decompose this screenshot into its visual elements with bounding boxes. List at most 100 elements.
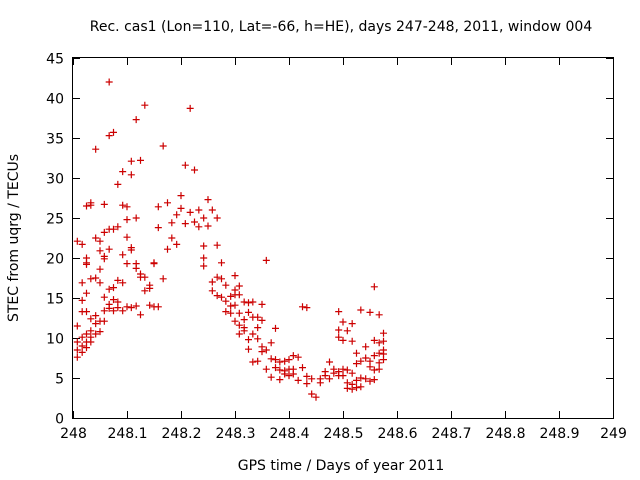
data-point [213,214,221,222]
data-point [289,352,297,360]
data-point [164,245,171,253]
data-point [132,302,140,310]
data-point [92,234,100,242]
data-point [353,384,360,392]
data-point [150,260,158,268]
data-point [276,366,284,374]
data-point [240,298,248,306]
data-point [137,156,144,164]
data-point [200,254,208,262]
plot-frame [72,57,614,419]
data-point [195,223,203,231]
data-point [308,390,316,398]
data-point [326,375,333,383]
data-point [141,101,149,109]
data-point [200,242,208,250]
data-point [218,275,225,283]
x-tick-label: 248.4 [269,426,309,442]
data-point [191,166,198,174]
data-point [254,335,262,343]
data-point [73,346,81,354]
x-tick-label: 249 [600,426,627,442]
y-tick-label: 20 [46,252,64,268]
data-point [127,304,135,312]
data-point [303,304,311,312]
data-point [154,203,162,211]
y-tick-label: 0 [55,412,64,428]
data-point [380,356,387,364]
data-point [123,260,131,268]
data-point [177,204,185,212]
data-point [200,214,208,222]
data-point [231,301,239,309]
data-point [262,346,270,354]
data-point [119,201,127,209]
data-point [100,255,108,263]
data-point [366,308,374,316]
data-point [285,372,293,380]
data-point [159,275,167,283]
data-point [110,307,117,315]
data-point [240,316,248,324]
data-point [159,142,167,150]
data-point [213,292,221,300]
data-point [92,330,100,338]
data-point [78,279,86,287]
y-tick-label: 40 [46,92,64,108]
x-tick-label: 248.5 [323,426,363,442]
data-point [87,338,95,346]
y-tick-label: 25 [46,212,64,228]
data-point [181,161,189,169]
data-point [357,383,365,391]
chart-title: Rec. cas1 (Lon=110, Lat=-66, h=HE), days… [90,19,593,35]
data-point [213,241,221,249]
data-point [258,300,266,308]
data-point [370,283,378,291]
data-point [231,272,239,280]
data-point [100,228,108,236]
data-point [343,327,351,335]
data-point [222,297,230,305]
data-point [245,345,252,353]
data-point [375,311,383,319]
data-point [240,327,248,335]
data-point [362,354,370,362]
data-point [267,339,275,347]
data-point [362,343,370,351]
data-point [110,225,117,233]
data-point [208,278,216,286]
x-tick-label: 248.8 [485,426,525,442]
data-point [276,376,284,384]
data-point [146,301,154,309]
data-point [127,171,135,179]
data-point [353,349,360,357]
data-point [96,279,104,287]
data-point [375,339,383,347]
data-point [235,282,243,290]
data-point [339,372,347,380]
data-point [285,356,293,364]
y-tick-label: 30 [46,172,64,188]
data-point [375,349,383,357]
data-point [73,237,81,245]
data-point [78,348,86,356]
data-point [83,202,90,210]
data-point [119,168,127,176]
data-point [78,296,86,304]
data-point [208,287,216,295]
data-point [330,369,338,377]
data-point [100,293,108,301]
data-point [380,337,387,345]
data-point [227,309,235,317]
data-point [235,309,243,317]
data-point [105,245,113,253]
data-point [119,251,127,259]
data-point [123,203,131,211]
data-point [105,285,113,293]
data-point [272,324,279,332]
data-point [267,373,275,381]
data-point [303,380,311,388]
data-point [83,260,90,268]
data-point [177,192,185,200]
